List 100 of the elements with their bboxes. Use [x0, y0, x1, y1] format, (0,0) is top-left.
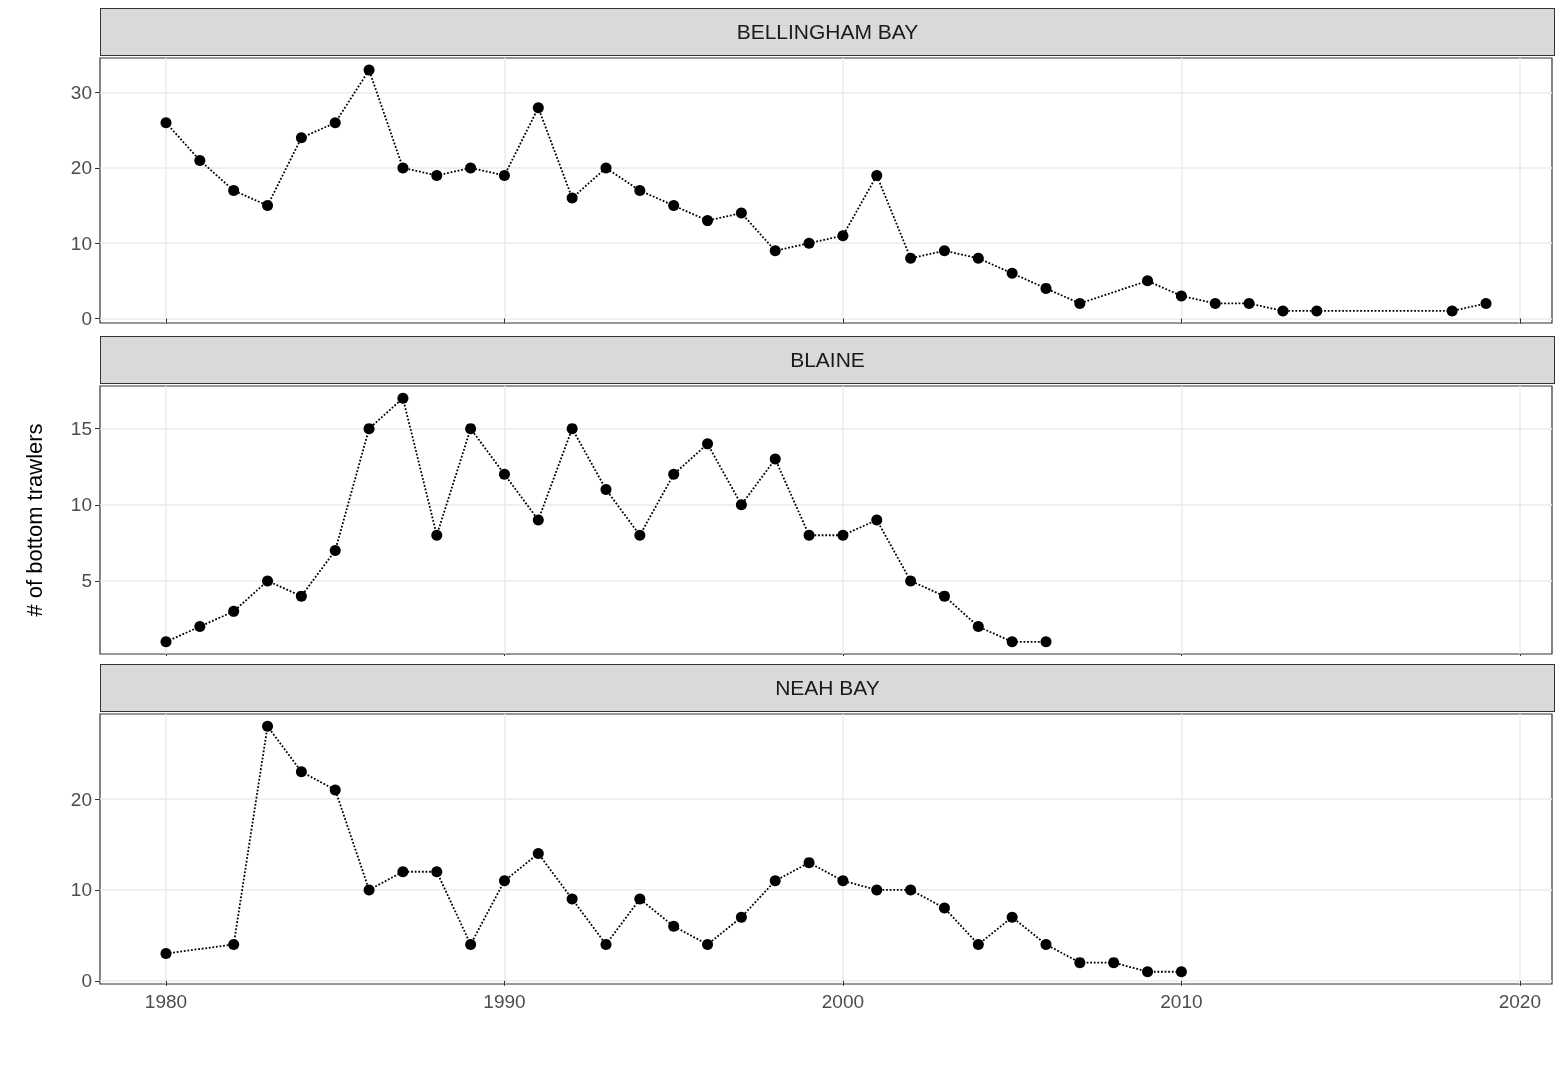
x-tick-label: 2000	[821, 991, 865, 1012]
point	[262, 200, 274, 212]
point	[803, 857, 815, 869]
y-tick-label: 30	[70, 82, 92, 104]
point	[431, 169, 443, 181]
point	[735, 207, 747, 219]
point	[1040, 636, 1052, 648]
point	[1480, 297, 1492, 309]
chart-title: NEAH BAY	[100, 664, 1555, 712]
point	[1446, 305, 1458, 317]
y-tick-label: 10	[70, 879, 92, 901]
point	[160, 636, 172, 648]
point	[668, 200, 680, 212]
point	[837, 529, 849, 541]
point	[262, 720, 274, 732]
point	[938, 245, 950, 257]
point	[1175, 966, 1187, 978]
point	[1243, 297, 1255, 309]
point	[803, 529, 815, 541]
y-tick-label: 0	[81, 970, 92, 992]
point	[397, 162, 409, 174]
point	[1074, 297, 1086, 309]
point	[160, 117, 172, 129]
y-tick-label: 20	[70, 157, 92, 179]
point	[871, 514, 883, 526]
point	[972, 938, 984, 950]
point	[431, 529, 443, 541]
point	[600, 938, 612, 950]
point	[566, 192, 578, 204]
point	[329, 117, 341, 129]
point	[1277, 305, 1289, 317]
point	[295, 590, 307, 602]
point	[397, 392, 409, 404]
point	[566, 893, 578, 905]
y-tick-label: 5	[81, 570, 92, 592]
point	[228, 185, 240, 197]
point	[498, 169, 510, 181]
point	[532, 848, 544, 860]
point	[397, 866, 409, 878]
point	[1311, 305, 1323, 317]
point	[329, 544, 341, 556]
x-tick-label: 1980	[144, 991, 188, 1012]
y-tick-label: 15	[70, 418, 92, 440]
x-tick-label: 2010	[1160, 991, 1203, 1012]
point	[465, 162, 477, 174]
point	[1142, 966, 1154, 978]
point	[194, 621, 206, 633]
point	[634, 185, 646, 197]
point	[363, 64, 375, 76]
point	[871, 169, 883, 181]
chart-title: BLAINE	[100, 336, 1555, 384]
point	[465, 938, 477, 950]
point	[769, 453, 781, 465]
point	[634, 529, 646, 541]
point	[972, 621, 984, 633]
point	[1209, 297, 1221, 309]
point	[532, 102, 544, 114]
point	[1040, 282, 1052, 294]
point	[769, 875, 781, 887]
point	[702, 938, 714, 950]
point	[498, 875, 510, 887]
point	[262, 575, 274, 587]
point	[295, 766, 307, 778]
point	[905, 252, 917, 264]
point	[431, 866, 443, 878]
point	[600, 162, 612, 174]
x-tick-label: 2020	[1498, 991, 1541, 1012]
y-axis-title: # of bottom trawlers	[21, 423, 47, 617]
point	[600, 484, 612, 496]
point	[634, 893, 646, 905]
point	[1006, 911, 1018, 923]
point	[329, 784, 341, 796]
point	[1108, 957, 1120, 969]
point	[837, 230, 849, 242]
point	[160, 948, 172, 960]
point	[871, 884, 883, 896]
point	[735, 499, 747, 511]
point	[1074, 957, 1086, 969]
point	[295, 132, 307, 144]
point	[938, 902, 950, 914]
point	[228, 605, 240, 617]
x-tick-label: 1990	[483, 991, 526, 1012]
point	[803, 237, 815, 249]
point	[465, 423, 477, 435]
point	[972, 252, 984, 264]
point	[769, 245, 781, 257]
point	[532, 514, 544, 526]
chart-title: BELLINGHAM BAY	[100, 8, 1555, 56]
point	[498, 468, 510, 480]
point	[938, 590, 950, 602]
point	[1175, 290, 1187, 302]
y-tick-label: 10	[70, 232, 92, 254]
point	[702, 215, 714, 227]
y-tick-label: 0	[81, 308, 92, 329]
point	[668, 920, 680, 932]
point	[363, 884, 375, 896]
point	[1142, 275, 1154, 287]
point	[905, 884, 917, 896]
point	[228, 938, 240, 950]
point	[702, 438, 714, 450]
